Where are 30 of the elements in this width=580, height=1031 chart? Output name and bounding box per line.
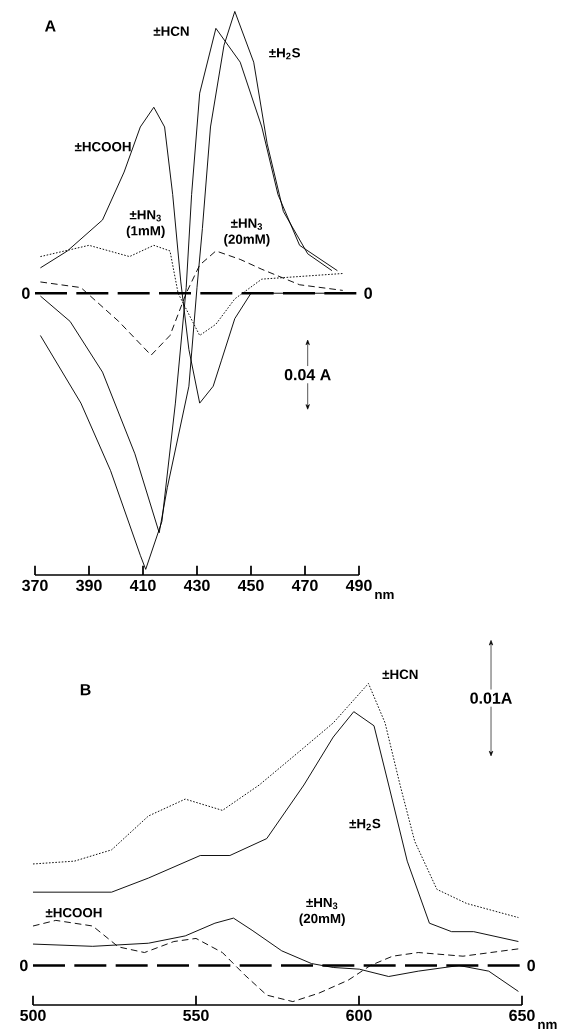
series-label: ±HCOOH	[74, 141, 131, 152]
x-tick-label: 470	[291, 579, 318, 592]
text: 0	[22, 287, 30, 299]
text: 0	[20, 959, 28, 972]
x-tick-label: 370	[22, 579, 48, 592]
x-tick-label: 390	[76, 579, 102, 592]
x-axis-title: nm	[538, 1021, 557, 1030]
annotation: 0.04 A	[284, 369, 331, 381]
chart-title: B	[80, 684, 91, 696]
series-label: ±H$_{2}$S	[269, 48, 301, 60]
series-label: ±HN$_{3}$ (20mM)	[224, 218, 270, 247]
series-label: ±HN$_{3}$ (1mM)	[126, 210, 165, 239]
series-label: ±HCN	[382, 669, 418, 680]
x-tick-label: 650	[509, 1009, 535, 1022]
x-tick-label: 600	[346, 1009, 372, 1022]
chart-title: A	[44, 20, 56, 32]
text: ±HN$_{3}$ (20mM)	[299, 897, 345, 926]
series-label: ±HCOOH	[45, 907, 102, 918]
x-axis-title: nm	[375, 591, 394, 600]
ref-line-label: 0	[364, 287, 372, 299]
x-tick-label: 410	[129, 579, 156, 592]
x-tick-label: 450	[237, 579, 264, 592]
series-label: ±H$_{2}$S	[349, 818, 381, 831]
x-tick-label: 550	[183, 1009, 209, 1022]
x-tick-label: 430	[183, 579, 210, 592]
x-tick-label: 490	[345, 579, 372, 592]
series-label: ±HCN	[153, 26, 189, 36]
ref-line-label: 0	[527, 959, 535, 972]
annotation: 0.01A	[470, 692, 512, 704]
x-tick-label: 500	[20, 1009, 46, 1022]
